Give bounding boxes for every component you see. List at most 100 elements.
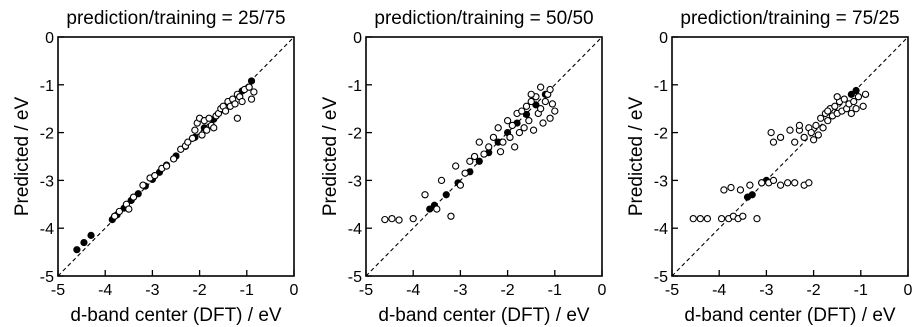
prediction-point <box>769 138 778 146</box>
prediction-point <box>499 138 507 146</box>
y-axis-label: Predicted / eV <box>626 97 647 217</box>
prediction-point <box>494 124 502 132</box>
y-axis-label: Predicted / eV <box>320 97 341 217</box>
x-tick-label: -5 <box>665 282 679 299</box>
prediction-point <box>783 179 792 187</box>
prediction-point <box>786 126 794 134</box>
prediction-point <box>527 90 535 99</box>
prediction-point <box>231 100 239 108</box>
prediction-point <box>437 176 446 185</box>
prediction-point <box>205 114 213 122</box>
prediction-point <box>238 97 246 106</box>
prediction-point <box>203 126 211 134</box>
chart-panel-3: -5 -4 -3 -2 -1 0 -5 -4 -3 -2 -1 0 prediction/trainin… <box>626 8 913 326</box>
prediction-point <box>421 191 429 199</box>
prediction-point <box>689 214 697 223</box>
prediction-point <box>461 169 469 177</box>
prediction-point <box>508 121 516 130</box>
prediction-point <box>115 207 124 216</box>
prediction-point <box>452 162 460 170</box>
training-point <box>87 231 95 239</box>
y-tick-label: -4 <box>348 221 362 238</box>
x-tick-label: -2 <box>192 282 206 299</box>
prediction-point <box>162 162 171 170</box>
prediction-point <box>847 109 856 118</box>
y-tick-label: -5 <box>348 269 362 286</box>
chart-panel-1: -5 -4 -3 -2 -1 0 -5 -4 -3 -2 -1 0 prediction/trainin… <box>12 8 299 326</box>
chart-panel-2: -5 -4 -3 -2 -1 0 -5 -4 -3 -2 -1 0 prediction/trainin… <box>320 8 607 326</box>
x-tick-label: 0 <box>290 282 299 299</box>
plot-frame <box>57 36 295 277</box>
x-tick-label: -3 <box>759 282 773 299</box>
x-tick-label: -5 <box>359 282 373 299</box>
y-tick-label: -1 <box>40 78 54 95</box>
prediction-point <box>433 205 441 213</box>
y-tick-label: -4 <box>654 221 668 238</box>
training-point <box>73 246 81 254</box>
training-point <box>852 86 860 95</box>
y-tick-label: 0 <box>353 30 362 47</box>
y-tick-label: 0 <box>659 30 668 47</box>
prediction-point <box>717 214 726 223</box>
prediction-point <box>169 155 178 163</box>
prediction-point <box>221 107 230 115</box>
prediction-point <box>758 179 766 187</box>
prediction-point <box>551 107 559 115</box>
chart-title: prediction/training = 25/75 <box>66 8 285 29</box>
prediction-point <box>245 83 253 91</box>
x-tick-label: -1 <box>548 282 562 299</box>
prediction-point <box>817 114 825 122</box>
prediction-point <box>727 183 735 192</box>
prediction-point <box>791 179 799 187</box>
x-axis-label: d-band center (DFT) / eV <box>684 305 896 326</box>
prediction-point <box>139 181 147 189</box>
y-tick-label: -2 <box>654 126 668 143</box>
prediction-point <box>746 181 754 189</box>
x-tick-label: -2 <box>806 282 820 299</box>
y-tick-label: -4 <box>40 221 54 238</box>
training-point <box>247 77 256 85</box>
y-tick-label: 0 <box>45 30 54 47</box>
prediction-point <box>767 128 775 137</box>
prediction-point <box>466 157 474 165</box>
x-axis-label: d-band center (DFT) / eV <box>70 305 282 326</box>
training-point <box>748 191 756 199</box>
x-tick-label: -2 <box>500 282 514 299</box>
prediction-point <box>470 152 479 161</box>
prediction-point <box>247 95 256 103</box>
prediction-point <box>791 138 799 146</box>
training-point <box>80 238 88 247</box>
prediction-point <box>840 95 848 103</box>
x-tick-label: -1 <box>240 282 254 299</box>
chart-title: prediction/training = 75/25 <box>680 8 899 29</box>
prediction-point <box>522 102 531 110</box>
prediction-point <box>525 117 533 125</box>
prediction-point <box>518 107 526 115</box>
prediction-point <box>456 181 465 189</box>
training-point <box>426 205 434 213</box>
y-tick-label: -3 <box>348 173 362 190</box>
x-tick-label: 0 <box>904 282 913 299</box>
prediction-point <box>489 133 498 142</box>
prediction-point <box>191 126 199 134</box>
x-tick-label: -3 <box>145 282 159 299</box>
prediction-point <box>805 179 813 187</box>
prediction-point <box>198 131 206 139</box>
y-tick-label: -1 <box>348 78 362 95</box>
prediction-point <box>546 85 554 94</box>
prediction-point <box>129 193 138 201</box>
prediction-point <box>850 97 858 106</box>
y-axis-label: Predicted / eV <box>12 97 33 217</box>
prediction-point <box>250 88 258 96</box>
x-axis-label: d-band center (DFT) / eV <box>378 305 590 326</box>
x-tick-label: -1 <box>854 282 868 299</box>
prediction-point <box>541 97 550 106</box>
prediction-point <box>485 143 493 151</box>
training-point <box>847 90 855 98</box>
prediction-point <box>720 186 728 194</box>
x-tick-label: -3 <box>453 282 467 299</box>
y-tick-label: -3 <box>40 173 54 190</box>
training-point <box>442 191 450 199</box>
y-tick-label: -2 <box>40 126 54 143</box>
prediction-point <box>833 93 841 101</box>
